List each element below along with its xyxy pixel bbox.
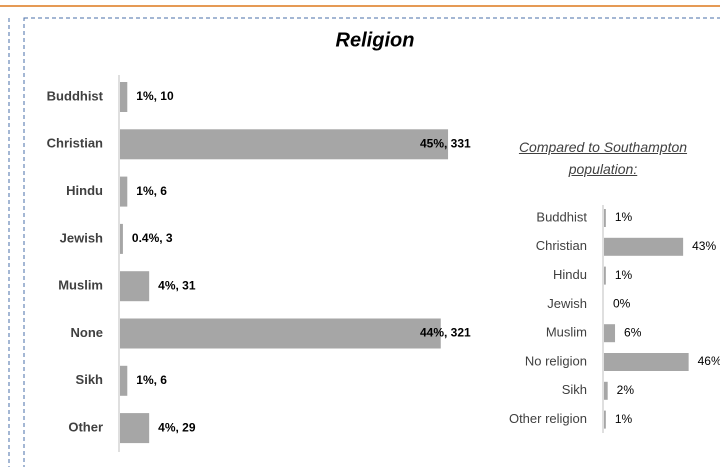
category-label: Jewish <box>547 296 587 311</box>
value-label: 46% <box>698 354 720 368</box>
category-label: Buddhist <box>536 209 587 224</box>
value-label: 45%, 331 <box>420 136 471 150</box>
bar <box>120 365 128 396</box>
bar <box>604 353 689 371</box>
bar <box>120 413 150 444</box>
bar <box>120 129 449 160</box>
bar <box>604 266 606 285</box>
category-label: Hindu <box>553 267 587 282</box>
category-label: Jewish <box>60 230 103 245</box>
value-label: 0% <box>613 297 631 311</box>
value-label: 2% <box>617 383 635 397</box>
bar <box>604 410 606 429</box>
bar <box>120 223 123 254</box>
category-label: Muslim <box>546 325 587 340</box>
category-label: Christian <box>536 238 587 253</box>
subchart-title: Compared to Southampton population: <box>518 139 688 177</box>
value-label: 6% <box>624 325 642 339</box>
category-label: Sikh <box>562 382 587 397</box>
category-label: Buddhist <box>47 88 104 103</box>
category-label: Christian <box>47 136 103 151</box>
bar <box>604 209 606 227</box>
category-label: Other religion <box>509 411 587 426</box>
value-label: 1% <box>615 210 633 224</box>
bar <box>604 381 608 400</box>
value-label: 1% <box>615 268 633 282</box>
value-label: 0.4%, 3 <box>132 231 173 245</box>
value-label: 1%, 10 <box>136 89 174 103</box>
value-label: 1%, 6 <box>136 373 167 387</box>
value-label: 43% <box>692 239 716 253</box>
category-label: No religion <box>525 353 587 368</box>
category-label: Other <box>68 420 103 435</box>
bar <box>120 318 441 349</box>
bar <box>120 176 128 207</box>
bar <box>120 82 128 112</box>
category-label: Hindu <box>66 183 103 198</box>
category-label: Muslim <box>58 278 103 293</box>
value-label: 1% <box>615 412 633 426</box>
bar <box>604 324 616 343</box>
value-label: 4%, 29 <box>158 420 196 434</box>
category-label: Sikh <box>76 372 104 387</box>
bar <box>604 237 684 256</box>
value-label: 4%, 31 <box>158 278 196 292</box>
chart-title: Religion <box>336 29 415 51</box>
value-label: 44%, 321 <box>420 326 471 340</box>
panel-border <box>23 17 720 467</box>
bar <box>120 271 150 302</box>
category-label: None <box>71 325 104 340</box>
value-label: 1%, 6 <box>136 184 167 198</box>
